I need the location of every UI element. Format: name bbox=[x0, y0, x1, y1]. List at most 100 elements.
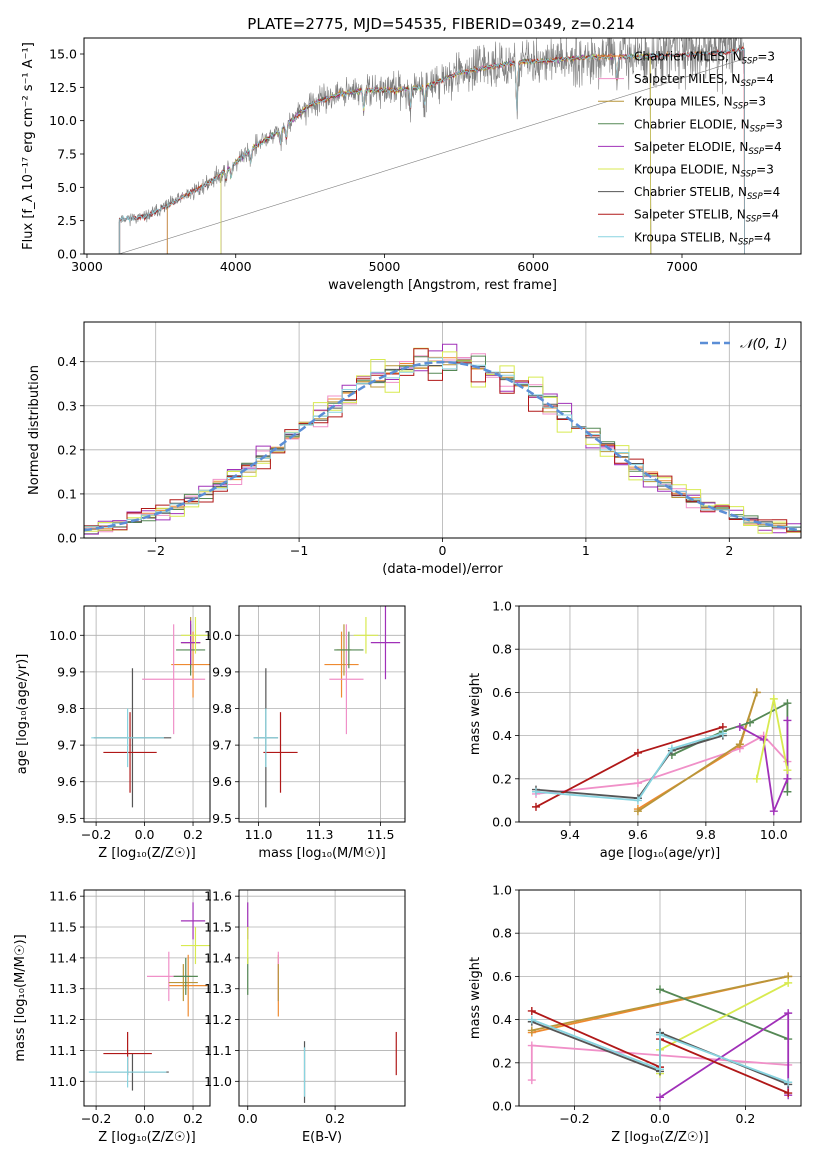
weight_vs_age-xtick-label: 10.0 bbox=[760, 827, 788, 842]
age_vs_Z-ytick-label: 9.8 bbox=[57, 701, 77, 716]
mass_vs_Z-point-salp_elodie bbox=[180, 902, 206, 940]
mass_vs_Z-ylabel: mass [log₁₀(M/M☉)] bbox=[13, 934, 28, 1061]
weight_vs_Z-plot-area bbox=[527, 972, 793, 1102]
weight_vs_age-ytick-label: 0.2 bbox=[492, 771, 512, 786]
spectrum-ytick-label: 2.5 bbox=[57, 213, 77, 228]
age_vs_mass-point-salp_elodie bbox=[370, 606, 401, 680]
mass_vs_Z-xlabel: Z [log₁₀(Z/Z☉)] bbox=[98, 1130, 195, 1145]
legend-label-chab_stelib: Chabrier STELIB, NSSP=4 bbox=[634, 185, 780, 202]
spectrum-data-line bbox=[118, 38, 745, 254]
weight_vs_Z-series-krou_miles bbox=[531, 975, 789, 1032]
weight_vs_age-marker-salp_miles bbox=[633, 779, 642, 788]
weight_vs_age-marker-krou_elodie bbox=[783, 766, 792, 775]
residuals-ylabel: Normed distribution bbox=[27, 365, 42, 495]
weight_vs_Z-ytick-label: 0.4 bbox=[492, 1012, 512, 1027]
residuals-ytick-label: 0.0 bbox=[57, 531, 77, 546]
spectrum-plot-area bbox=[118, 38, 745, 254]
age_vs_Z-ytick-label: 9.7 bbox=[57, 738, 77, 753]
age_vs_mass-point-salp_stelib bbox=[263, 712, 298, 793]
residuals-plot-area bbox=[84, 343, 801, 535]
age_vs_mass-xtick-label: 11.5 bbox=[367, 827, 395, 842]
weight_vs_age-marker-salp_elodie bbox=[783, 774, 792, 783]
weight_vs_Z-marker-krou_stelib bbox=[784, 1078, 793, 1087]
age_vs_mass-xtick-label: 11.0 bbox=[245, 827, 273, 842]
weight_vs_Z-marker-salp_stelib bbox=[784, 1089, 793, 1098]
weight_vs_age-series-krou_stelib bbox=[535, 732, 724, 802]
weight_vs_Z-xtick-label: 0.2 bbox=[736, 1111, 756, 1126]
age_vs_mass-ytick-label: 9.5 bbox=[212, 811, 232, 826]
mass_vs_Z-ytick-label: 11.3 bbox=[49, 981, 77, 996]
residuals-ytick-label: 0.3 bbox=[57, 398, 77, 413]
weight_vs_Z-ylabel: mass weight bbox=[468, 957, 483, 1039]
spectrum-xtick-label: 3000 bbox=[71, 259, 103, 274]
weight_vs_Z-ytick-label: 0.2 bbox=[492, 1055, 512, 1070]
legend-label-gaussian: 𝒩(0, 1) bbox=[740, 337, 787, 352]
mass_vs_EBV-ytick-label: 11.0 bbox=[204, 1074, 232, 1089]
residuals-xtick-label: 2 bbox=[725, 543, 733, 558]
mass_vs_Z-xtick-label: 0.2 bbox=[183, 1111, 203, 1126]
age_vs_mass-axes bbox=[239, 606, 405, 822]
legend-label-chab_elodie: Chabrier ELODIE, NSSP=3 bbox=[634, 117, 783, 134]
spectrum-xtick-label: 5000 bbox=[369, 259, 401, 274]
weight_vs_age-marker-krou_stelib bbox=[531, 787, 540, 796]
weight_vs_age-marker-chab_elodie bbox=[783, 787, 792, 796]
weight_vs_age-marker-krou_stelib bbox=[633, 796, 642, 805]
weight_vs_age-xtick-label: 9.4 bbox=[560, 827, 580, 842]
mass_vs_EBV-ytick-label: 11.6 bbox=[204, 889, 232, 904]
mass_vs_Z-ytick-label: 11.6 bbox=[49, 889, 77, 904]
age_vs_Z-xtick-label: −0.2 bbox=[81, 827, 111, 842]
weight_vs_age-marker-krou_elodie bbox=[752, 774, 761, 783]
plot-layer: 3000 4000 5000 6000 70000.02.55.07.510.012.5… bbox=[13, 37, 802, 1145]
weight_vs_Z-marker-chab_elodie bbox=[656, 985, 664, 994]
spectrum-ylabel: Flux [f_λ 10⁻¹⁷ erg cm⁻² s⁻¹ A⁻¹] bbox=[21, 42, 36, 250]
weight_vs_age-marker-chab_elodie bbox=[746, 718, 755, 727]
age_vs_Z-point-salp_stelib bbox=[103, 712, 157, 793]
weight_vs_Z-marker-krou_stelib bbox=[527, 1015, 536, 1024]
spectrum-model-krou_stelib bbox=[119, 46, 745, 254]
mass_vs_Z-ytick-label: 11.1 bbox=[49, 1043, 77, 1058]
age_vs_Z-point-krou_stelib bbox=[91, 708, 164, 768]
weight_vs_Z-ytick-label: 1.0 bbox=[492, 883, 512, 898]
mass_vs_EBV-xtick-label: 0.0 bbox=[238, 1111, 258, 1126]
weight_vs_Z-marker-salp_miles bbox=[527, 1076, 536, 1085]
spectrum-title: PLATE=2775, MJD=54535, FIBERID=0349, z=0… bbox=[247, 15, 634, 33]
legend-label-salp_miles: Salpeter MILES, NSSP=4 bbox=[634, 72, 774, 89]
age_vs_Z-point-salp_miles bbox=[142, 624, 206, 735]
mass_vs_EBV-frame: 0.0 0.2 11.0 11.1 11.2 11.3 11.4 11.5 11.6 E(B-V) bbox=[204, 889, 406, 1145]
age_vs_mass-ytick-label: 10.0 bbox=[204, 628, 232, 643]
weight_vs_Z-xlabel: Z [log₁₀(Z/Z☉)] bbox=[611, 1130, 708, 1145]
residuals-xtick-label: 1 bbox=[582, 543, 590, 558]
spectrum-frame: 3000 4000 5000 6000 7000 0.0 2.5 5.0 7.5 10.0 12.5… bbox=[21, 37, 802, 293]
weight_vs_age-ytick-label: 1.0 bbox=[492, 599, 512, 614]
age_vs_mass-ytick-label: 9.8 bbox=[212, 701, 232, 716]
weight_vs_age-ytick-label: 0.8 bbox=[492, 642, 512, 657]
weight_vs_Z-frame: −0.2 0.0 0.2 0.0 0.2 0.4 0.6 0.8 1.0 Z [log₁₀(Z/Z… bbox=[468, 883, 802, 1145]
weight_vs_age-xlabel: age [log₁₀(age/yr)] bbox=[600, 846, 721, 861]
age_vs_Z-ytick-label: 9.9 bbox=[57, 664, 77, 679]
mass_vs_EBV-ytick-label: 11.5 bbox=[204, 920, 232, 935]
weight_vs_age-marker-salp_stelib bbox=[633, 748, 642, 757]
weight_vs_age-plot-area bbox=[531, 688, 792, 816]
weight_vs_age-marker-salp_elodie bbox=[735, 722, 744, 731]
residuals-ytick-label: 0.4 bbox=[57, 354, 77, 369]
spectrum-spines bbox=[83, 37, 802, 255]
age_vs_Z-point-krou_elodie bbox=[180, 616, 210, 654]
residuals-xtick-label: −1 bbox=[290, 543, 308, 558]
spectrum-ytick-label: 10.0 bbox=[49, 113, 77, 128]
mass_vs_EBV-spines bbox=[238, 889, 406, 1107]
weight_vs_Z-marker-salp_miles bbox=[527, 1041, 536, 1050]
mass_vs_EBV-xlabel: E(B-V) bbox=[302, 1130, 342, 1145]
age_vs_mass-spines bbox=[238, 605, 406, 823]
mass_vs_EBV-ytick-label: 11.1 bbox=[204, 1043, 232, 1058]
mass_vs_Z-ytick-label: 11.0 bbox=[49, 1074, 77, 1089]
age_vs_Z-spines bbox=[83, 605, 211, 823]
age_vs_mass-ytick-label: 9.6 bbox=[212, 774, 232, 789]
weight_vs_age-ytick-label: 0.6 bbox=[492, 685, 512, 700]
mass_vs_Z-xtick-label: −0.2 bbox=[81, 1111, 111, 1126]
weight_vs_age-marker-salp_elodie bbox=[769, 807, 778, 816]
weight_vs_age-marker-krou_miles bbox=[752, 688, 761, 697]
mass_vs_EBV-plot-area bbox=[247, 902, 397, 1103]
age_vs_Z-xlabel: Z [log₁₀(Z/Z☉)] bbox=[98, 846, 195, 861]
weight_vs_age-marker-krou_miles bbox=[735, 740, 744, 749]
spectrum-ytick-label: 12.5 bbox=[49, 80, 77, 95]
